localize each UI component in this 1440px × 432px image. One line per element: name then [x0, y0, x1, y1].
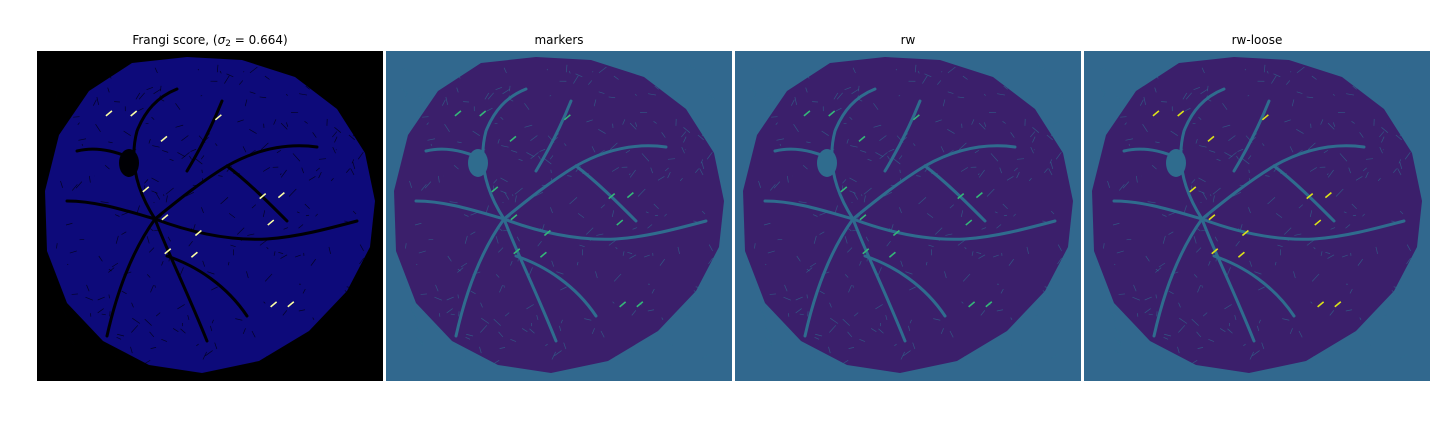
panel-title-rw: rw	[900, 33, 916, 47]
retina-disc	[743, 57, 1073, 373]
optic-region	[817, 149, 837, 177]
panel-title-frangi: Frangi score, (σ2 = 0.664)	[37, 33, 383, 49]
retina-image-rw-loose	[1084, 51, 1430, 381]
panel-frangi: Frangi score, (σ2 = 0.664)	[37, 0, 383, 432]
panel-rw: rw	[735, 0, 1081, 432]
optic-region	[1166, 149, 1186, 177]
retina-disc	[1092, 57, 1422, 373]
retina-disc	[45, 57, 375, 373]
vessel-tree	[1112, 87, 1406, 343]
vessel-tree	[65, 87, 359, 343]
retina-image-markers	[386, 51, 732, 381]
capillary-texture	[749, 63, 1064, 366]
highlight-marks	[1152, 110, 1342, 308]
title-prefix: Frangi score, (	[132, 33, 218, 47]
optic-region	[468, 149, 488, 177]
title-sigma: σ	[217, 33, 226, 47]
title-suffix: = 0.664)	[230, 33, 288, 47]
panel-title-markers: markers	[534, 33, 584, 47]
capillary-texture	[400, 63, 715, 366]
retina-image-frangi	[37, 51, 383, 381]
vessel-tree	[763, 87, 1057, 343]
highlight-marks	[105, 110, 295, 308]
panel-title-rw-loose: rw-loose	[1231, 33, 1283, 47]
highlight-marks	[454, 110, 644, 308]
capillary-texture	[1098, 63, 1413, 366]
optic-region	[119, 149, 139, 177]
panel-markers: markers	[386, 0, 732, 432]
title-subscript: 2	[225, 39, 231, 49]
panel-rw-loose: rw-loose	[1084, 0, 1430, 432]
retina-disc	[394, 57, 724, 373]
retina-image-rw	[735, 51, 1081, 381]
highlight-marks	[803, 110, 993, 308]
